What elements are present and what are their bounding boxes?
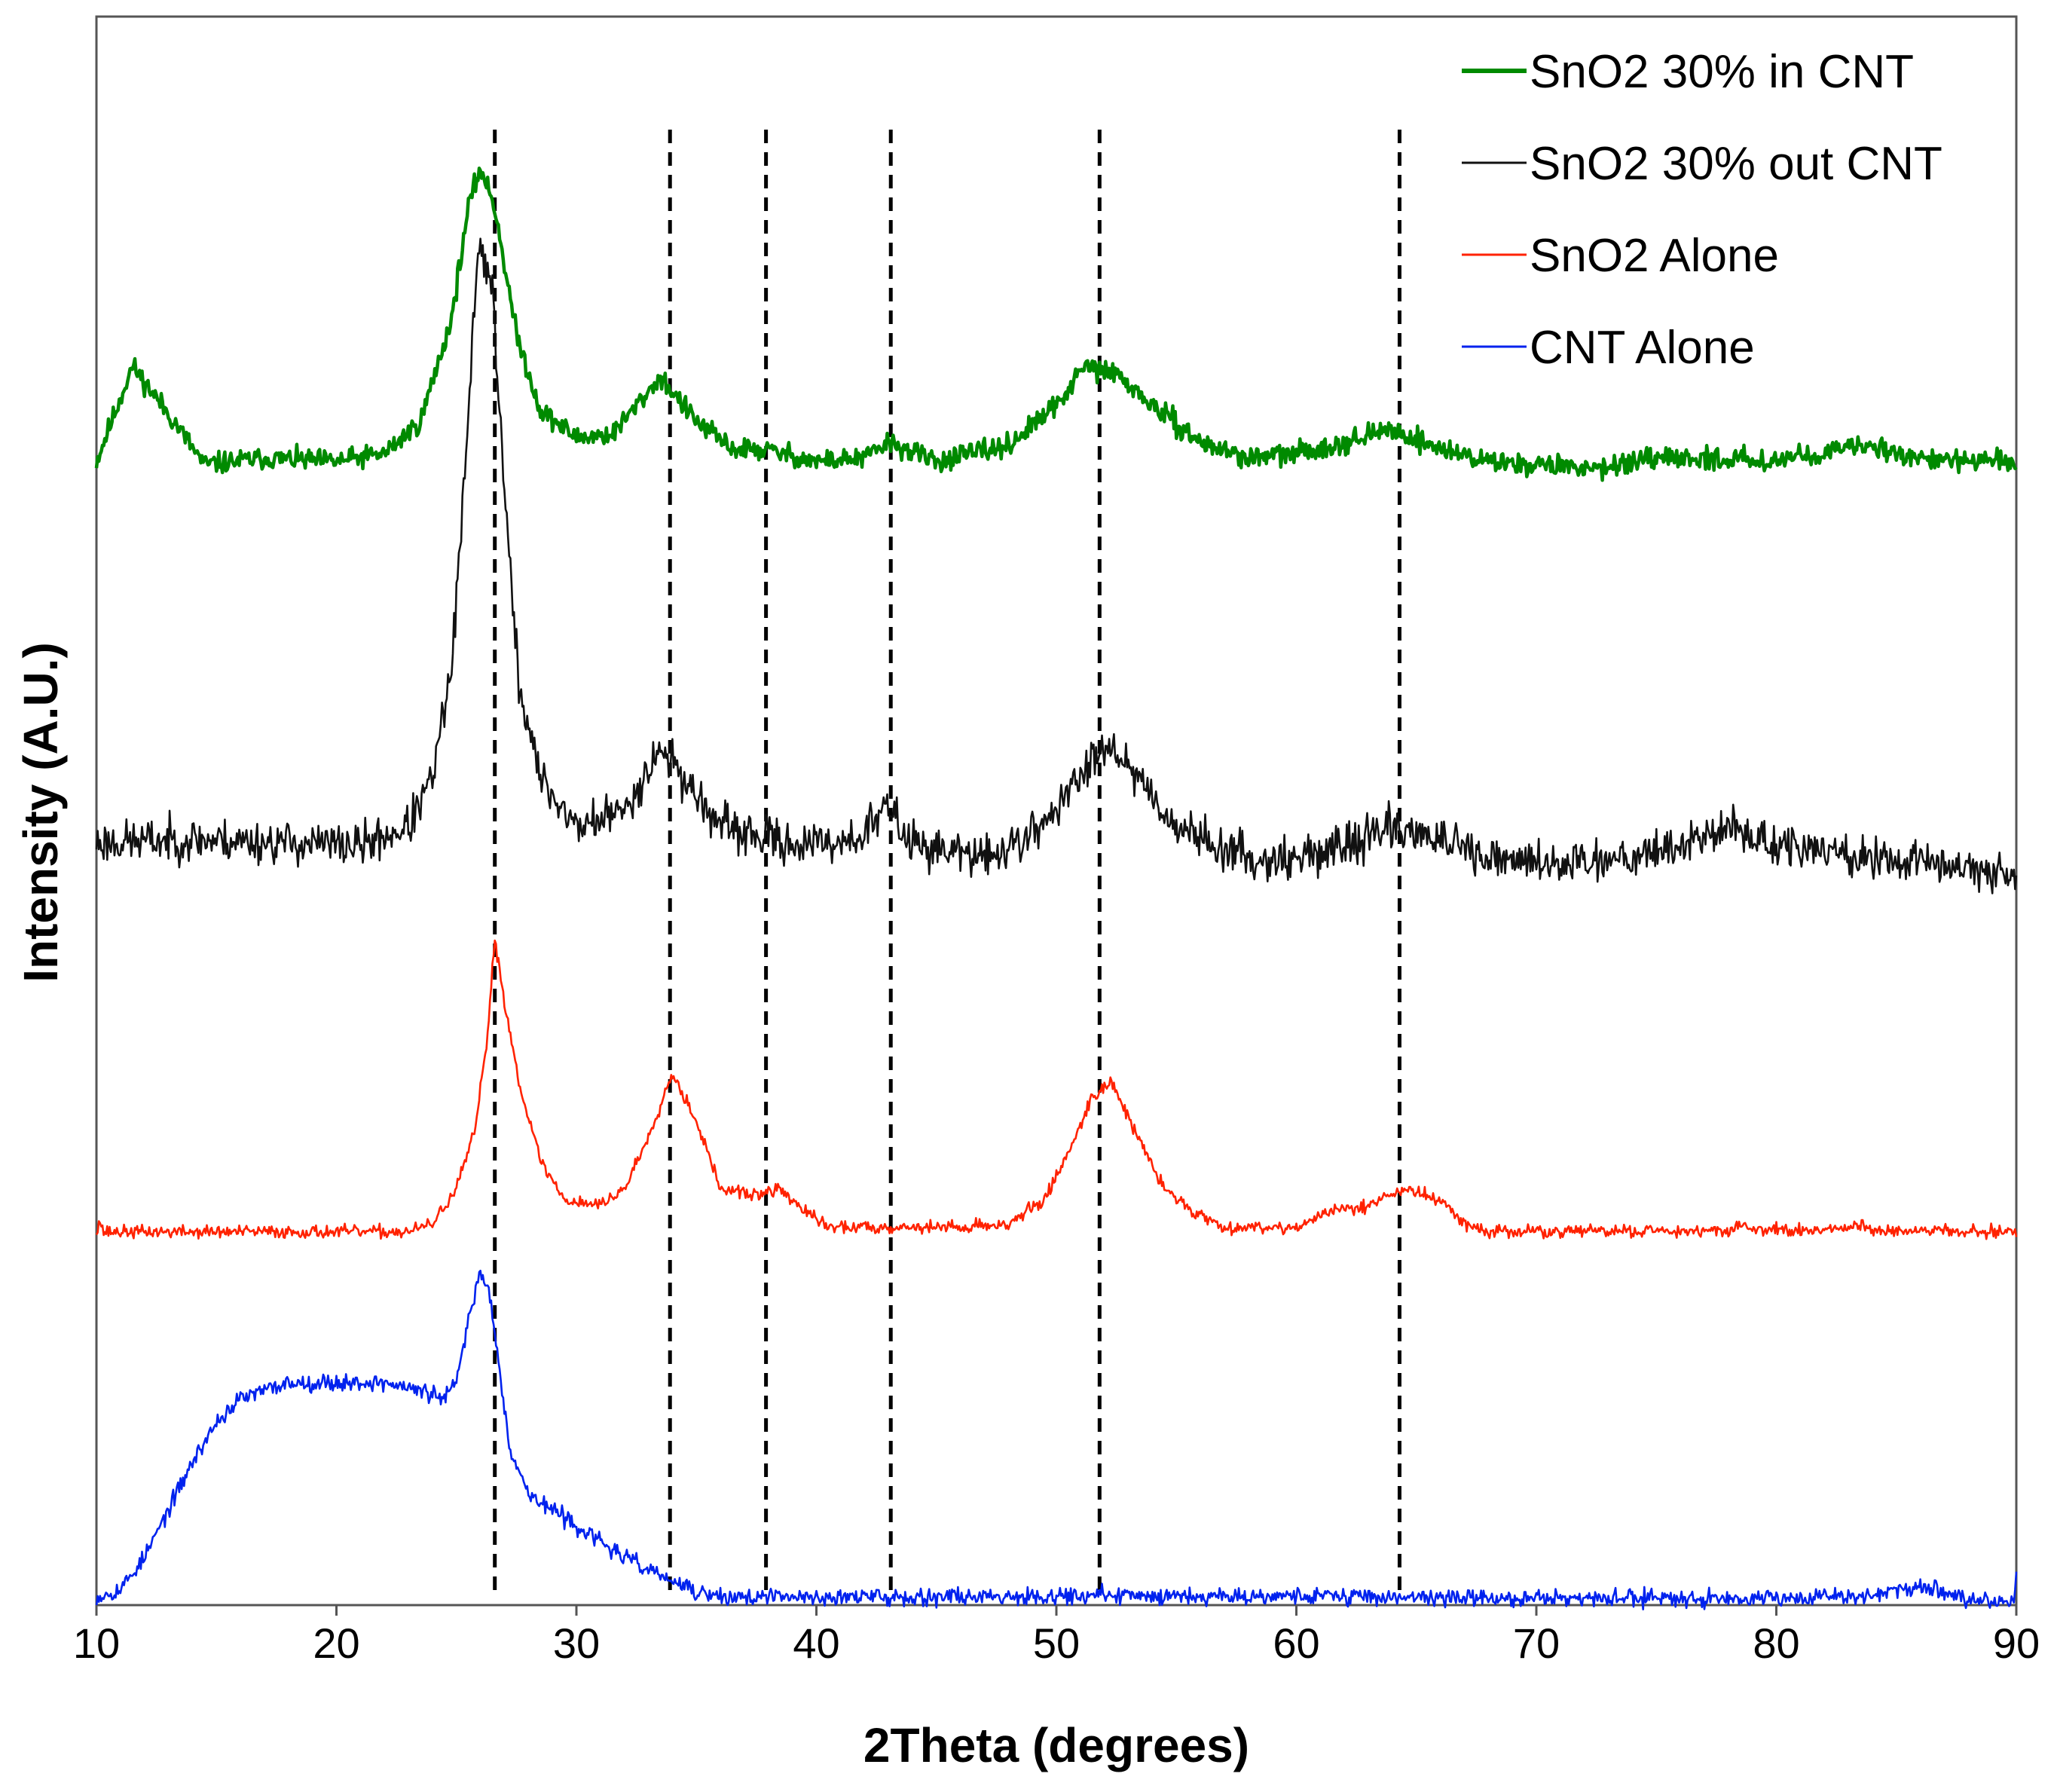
x-axis: 10 20 30 40 50 60 70 80 90: [73, 1605, 2040, 1667]
x-tick-label: 70: [1513, 1619, 1560, 1667]
legend: SnO2 30% in CNT SnO2 30% out CNT SnO2 Alon…: [1462, 46, 1942, 374]
x-tick-label: 90: [1993, 1619, 2040, 1667]
series-line-snO2-30-out-cnt: [95, 237, 2018, 894]
legend-entry-cnt-alone: CNT Alone: [1462, 322, 1755, 374]
legend-entry-snO2-30-in-cnt: SnO2 30% in CNT: [1462, 46, 1914, 98]
legend-label: CNT Alone: [1530, 322, 1755, 374]
series-line-cnt-alone: [95, 1269, 2018, 1610]
x-tick-label: 20: [313, 1619, 359, 1667]
x-tick-label: 40: [793, 1619, 839, 1667]
x-tick-label: 50: [1033, 1619, 1080, 1667]
legend-label: SnO2 Alone: [1530, 230, 1779, 282]
x-tick-label: 30: [553, 1619, 600, 1667]
legend-entry-snO2-alone: SnO2 Alone: [1462, 230, 1779, 282]
legend-label: SnO2 30% out CNT: [1530, 138, 1942, 190]
series-line-snO2-30-in-cnt: [94, 167, 2018, 482]
reference-lines: [493, 130, 1401, 1598]
y-axis-title: Intensity (A.U.): [14, 642, 68, 983]
series-line-snO2-alone: [95, 939, 2018, 1240]
x-tick-label: 80: [1753, 1619, 1799, 1667]
x-axis-title: 2Theta (degrees): [863, 1718, 1249, 1772]
x-tick-label: 60: [1273, 1619, 1319, 1667]
x-tick-label: 10: [73, 1619, 120, 1667]
legend-label: SnO2 30% in CNT: [1530, 46, 1914, 98]
legend-entry-snO2-30-out-cnt: SnO2 30% out CNT: [1462, 138, 1942, 190]
series-layer: [94, 167, 2018, 1610]
